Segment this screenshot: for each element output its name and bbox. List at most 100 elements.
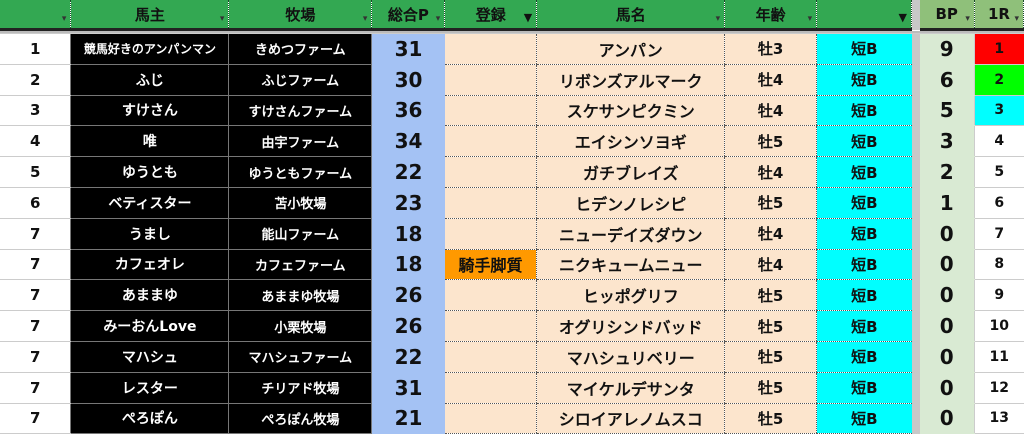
header-bp[interactable]: BP ▾ — [919, 0, 975, 31]
filter-active-icon[interactable]: ▼ — [523, 11, 533, 24]
horse-name-cell[interactable]: オグリシンドバッド — [536, 310, 725, 342]
race1-cell[interactable]: 11 — [973, 341, 1024, 373]
points-cell[interactable]: 23 — [371, 187, 445, 219]
owner-cell[interactable]: 唯 — [70, 125, 230, 158]
register-cell[interactable] — [444, 125, 537, 158]
rank-cell[interactable]: 3 — [0, 95, 71, 127]
farm-cell[interactable]: チリアド牧場 — [228, 371, 373, 404]
race1-cell[interactable]: 6 — [973, 187, 1024, 219]
filter-icon[interactable]: ▾ — [435, 14, 441, 24]
points-cell[interactable]: 26 — [371, 310, 445, 342]
header-age[interactable]: 年齢 ▾ — [724, 0, 818, 31]
register-cell[interactable] — [444, 218, 537, 250]
owner-cell[interactable]: みーおんLove — [70, 310, 230, 342]
header-register[interactable]: 登録 ▼ — [444, 0, 538, 31]
owner-cell[interactable]: 競馬好きのアンパンマン — [70, 33, 230, 65]
rank-cell[interactable]: 7 — [0, 310, 71, 342]
bp-cell[interactable]: 0 — [919, 279, 975, 312]
filter-icon[interactable]: ▾ — [219, 14, 225, 24]
owner-cell[interactable]: レスター — [70, 371, 230, 404]
race1-cell[interactable]: 13 — [973, 403, 1024, 434]
type-cell[interactable]: 短B — [816, 341, 912, 373]
type-cell[interactable]: 短B — [816, 279, 912, 312]
farm-cell[interactable]: 由宇ファーム — [228, 125, 373, 158]
horse-name-cell[interactable]: マハシュリベリー — [536, 341, 725, 373]
type-cell[interactable]: 短B — [816, 249, 912, 281]
rank-cell[interactable]: 2 — [0, 64, 71, 96]
age-cell[interactable]: 牡5 — [724, 187, 817, 219]
bp-cell[interactable]: 0 — [919, 310, 975, 342]
register-cell[interactable] — [444, 403, 537, 434]
race1-cell[interactable]: 5 — [973, 156, 1024, 188]
points-cell[interactable]: 30 — [371, 64, 445, 96]
horse-name-cell[interactable]: ニクキュームニュー — [536, 249, 725, 281]
rank-cell[interactable]: 7 — [0, 279, 71, 312]
farm-cell[interactable]: マハシュファーム — [228, 340, 373, 373]
filter-active-icon[interactable]: ▼ — [898, 11, 908, 24]
points-cell[interactable]: 22 — [371, 341, 445, 373]
type-cell[interactable]: 短B — [816, 125, 912, 158]
age-cell[interactable]: 牡4 — [724, 218, 817, 250]
header-type[interactable]: ▼ — [816, 0, 913, 31]
horse-name-cell[interactable]: ヒッポグリフ — [536, 279, 725, 312]
register-cell[interactable] — [444, 279, 537, 312]
age-cell[interactable]: 牡5 — [724, 372, 817, 404]
owner-cell[interactable]: マハシュ — [70, 340, 230, 373]
bp-cell[interactable]: 0 — [919, 249, 975, 281]
owner-cell[interactable]: ベティスター — [70, 186, 230, 219]
rank-cell[interactable]: 5 — [0, 156, 71, 188]
horse-name-cell[interactable]: シロイアレノムスコ — [536, 403, 725, 434]
farm-cell[interactable]: 能山ファーム — [228, 217, 373, 250]
register-cell[interactable] — [444, 156, 537, 188]
bp-cell[interactable]: 5 — [919, 95, 975, 127]
register-cell[interactable] — [444, 95, 537, 127]
points-cell[interactable]: 31 — [371, 372, 445, 404]
age-cell[interactable]: 牡5 — [724, 125, 817, 158]
register-cell[interactable] — [444, 341, 537, 373]
rank-cell[interactable]: 7 — [0, 249, 71, 281]
points-cell[interactable]: 22 — [371, 156, 445, 188]
bp-cell[interactable]: 0 — [919, 372, 975, 404]
horse-name-cell[interactable]: ニューデイズダウン — [536, 218, 725, 250]
points-cell[interactable]: 31 — [371, 33, 445, 65]
age-cell[interactable]: 牡5 — [724, 279, 817, 312]
register-cell[interactable] — [444, 187, 537, 219]
rank-cell[interactable]: 1 — [0, 33, 71, 65]
race1-cell[interactable]: 8 — [973, 249, 1024, 281]
type-cell[interactable]: 短B — [816, 64, 912, 96]
horse-name-cell[interactable]: アンパン — [536, 33, 725, 65]
race1-cell[interactable]: 12 — [973, 372, 1024, 404]
filter-icon[interactable]: ▾ — [362, 14, 368, 24]
farm-cell[interactable]: すけさんファーム — [228, 94, 373, 127]
age-cell[interactable]: 牡4 — [724, 95, 817, 127]
horse-name-cell[interactable]: エイシンソヨギ — [536, 125, 725, 158]
owner-cell[interactable]: あままゆ — [70, 279, 230, 312]
type-cell[interactable]: 短B — [816, 403, 912, 434]
farm-cell[interactable]: 小栗牧場 — [228, 310, 373, 342]
filter-icon[interactable]: ▾ — [807, 14, 813, 24]
points-cell[interactable]: 18 — [371, 249, 445, 281]
rank-cell[interactable]: 7 — [0, 341, 71, 373]
header-points[interactable]: 総合P ▾ — [371, 0, 446, 31]
type-cell[interactable]: 短B — [816, 372, 912, 404]
register-cell[interactable] — [444, 64, 537, 96]
farm-cell[interactable]: 苫小牧場 — [228, 186, 373, 219]
type-cell[interactable]: 短B — [816, 95, 912, 127]
register-cell[interactable] — [444, 310, 537, 342]
owner-cell[interactable]: ぺろぽん — [70, 402, 230, 434]
header-farm[interactable]: 牧場 ▾ — [228, 0, 373, 31]
rank-cell[interactable]: 4 — [0, 125, 71, 158]
race1-cell[interactable]: 2 — [973, 64, 1024, 96]
farm-cell[interactable]: きめつファーム — [228, 33, 373, 65]
rank-cell[interactable]: 7 — [0, 218, 71, 250]
horse-name-cell[interactable]: スケサンピクミン — [536, 95, 725, 127]
type-cell[interactable]: 短B — [816, 218, 912, 250]
type-cell[interactable]: 短B — [816, 33, 912, 65]
points-cell[interactable]: 36 — [371, 95, 445, 127]
owner-cell[interactable]: カフェオレ — [70, 248, 230, 281]
age-cell[interactable]: 牡4 — [724, 156, 817, 188]
farm-cell[interactable]: カフェファーム — [228, 248, 373, 281]
bp-cell[interactable]: 0 — [919, 403, 975, 434]
rank-cell[interactable]: 6 — [0, 187, 71, 219]
points-cell[interactable]: 18 — [371, 218, 445, 250]
